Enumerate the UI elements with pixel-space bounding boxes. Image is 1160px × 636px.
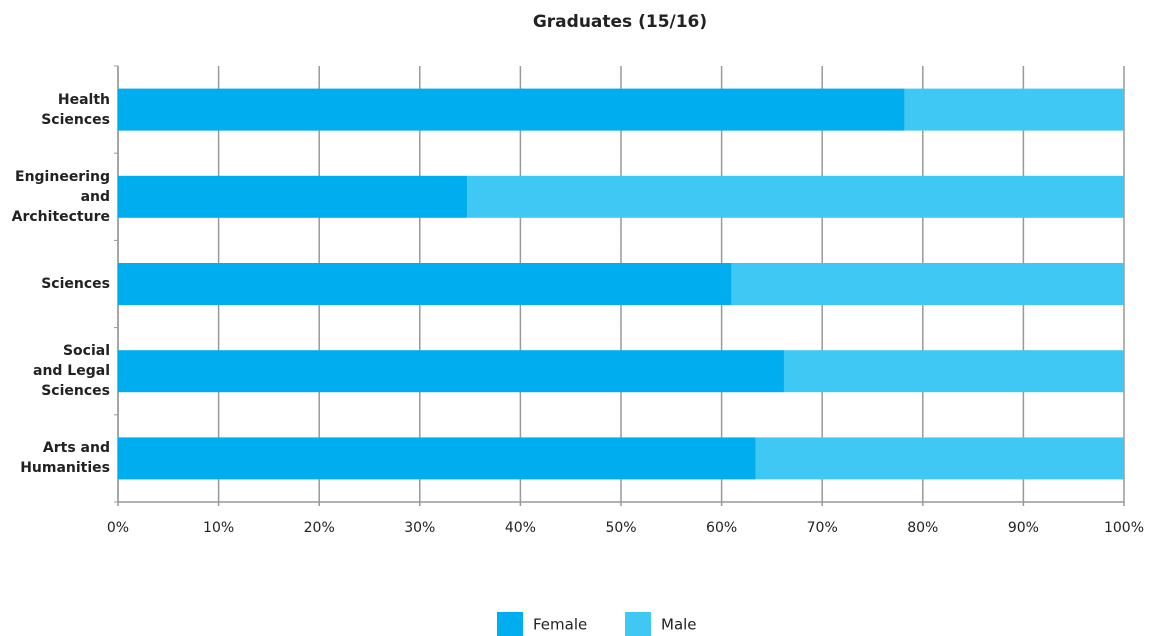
y-tick-label: Sciences (41, 276, 110, 292)
bar-segment (755, 437, 1124, 480)
x-tick-label: 20% (304, 520, 335, 536)
legend-swatch (497, 612, 523, 636)
bar-segment (118, 88, 905, 131)
x-tick-label: 100% (1104, 520, 1144, 536)
y-tick-label: Health Sciences (41, 91, 110, 128)
x-tick-label: 40% (505, 520, 536, 536)
legend-label: Female (533, 616, 587, 634)
y-tick-label: Engineering and Architecture (11, 168, 110, 225)
x-tick-label: 10% (203, 520, 234, 536)
bar-segment (731, 263, 1124, 305)
bar-segment (118, 437, 756, 480)
y-tick-label: Arts and Humanities (20, 440, 110, 477)
x-tick-label: 50% (605, 520, 636, 536)
x-tick-label: 90% (1008, 520, 1039, 536)
bar-segment (904, 88, 1124, 131)
y-tick-label: Social and Legal Sciences (33, 343, 110, 400)
x-tick-label: 80% (907, 520, 938, 536)
legend-swatch (625, 612, 651, 636)
bar-segment (467, 175, 1124, 218)
x-tick-label: 60% (706, 520, 737, 536)
chart-title: Graduates (15/16) (533, 12, 707, 32)
x-tick-label: 30% (404, 520, 435, 536)
bar-segment (118, 175, 468, 218)
legend-label: Male (661, 616, 697, 634)
bar-segment (783, 350, 1124, 393)
bar-segment (118, 350, 784, 393)
bar-segment (118, 263, 732, 305)
x-tick-label: 0% (107, 520, 129, 536)
x-tick-label: 70% (807, 520, 838, 536)
